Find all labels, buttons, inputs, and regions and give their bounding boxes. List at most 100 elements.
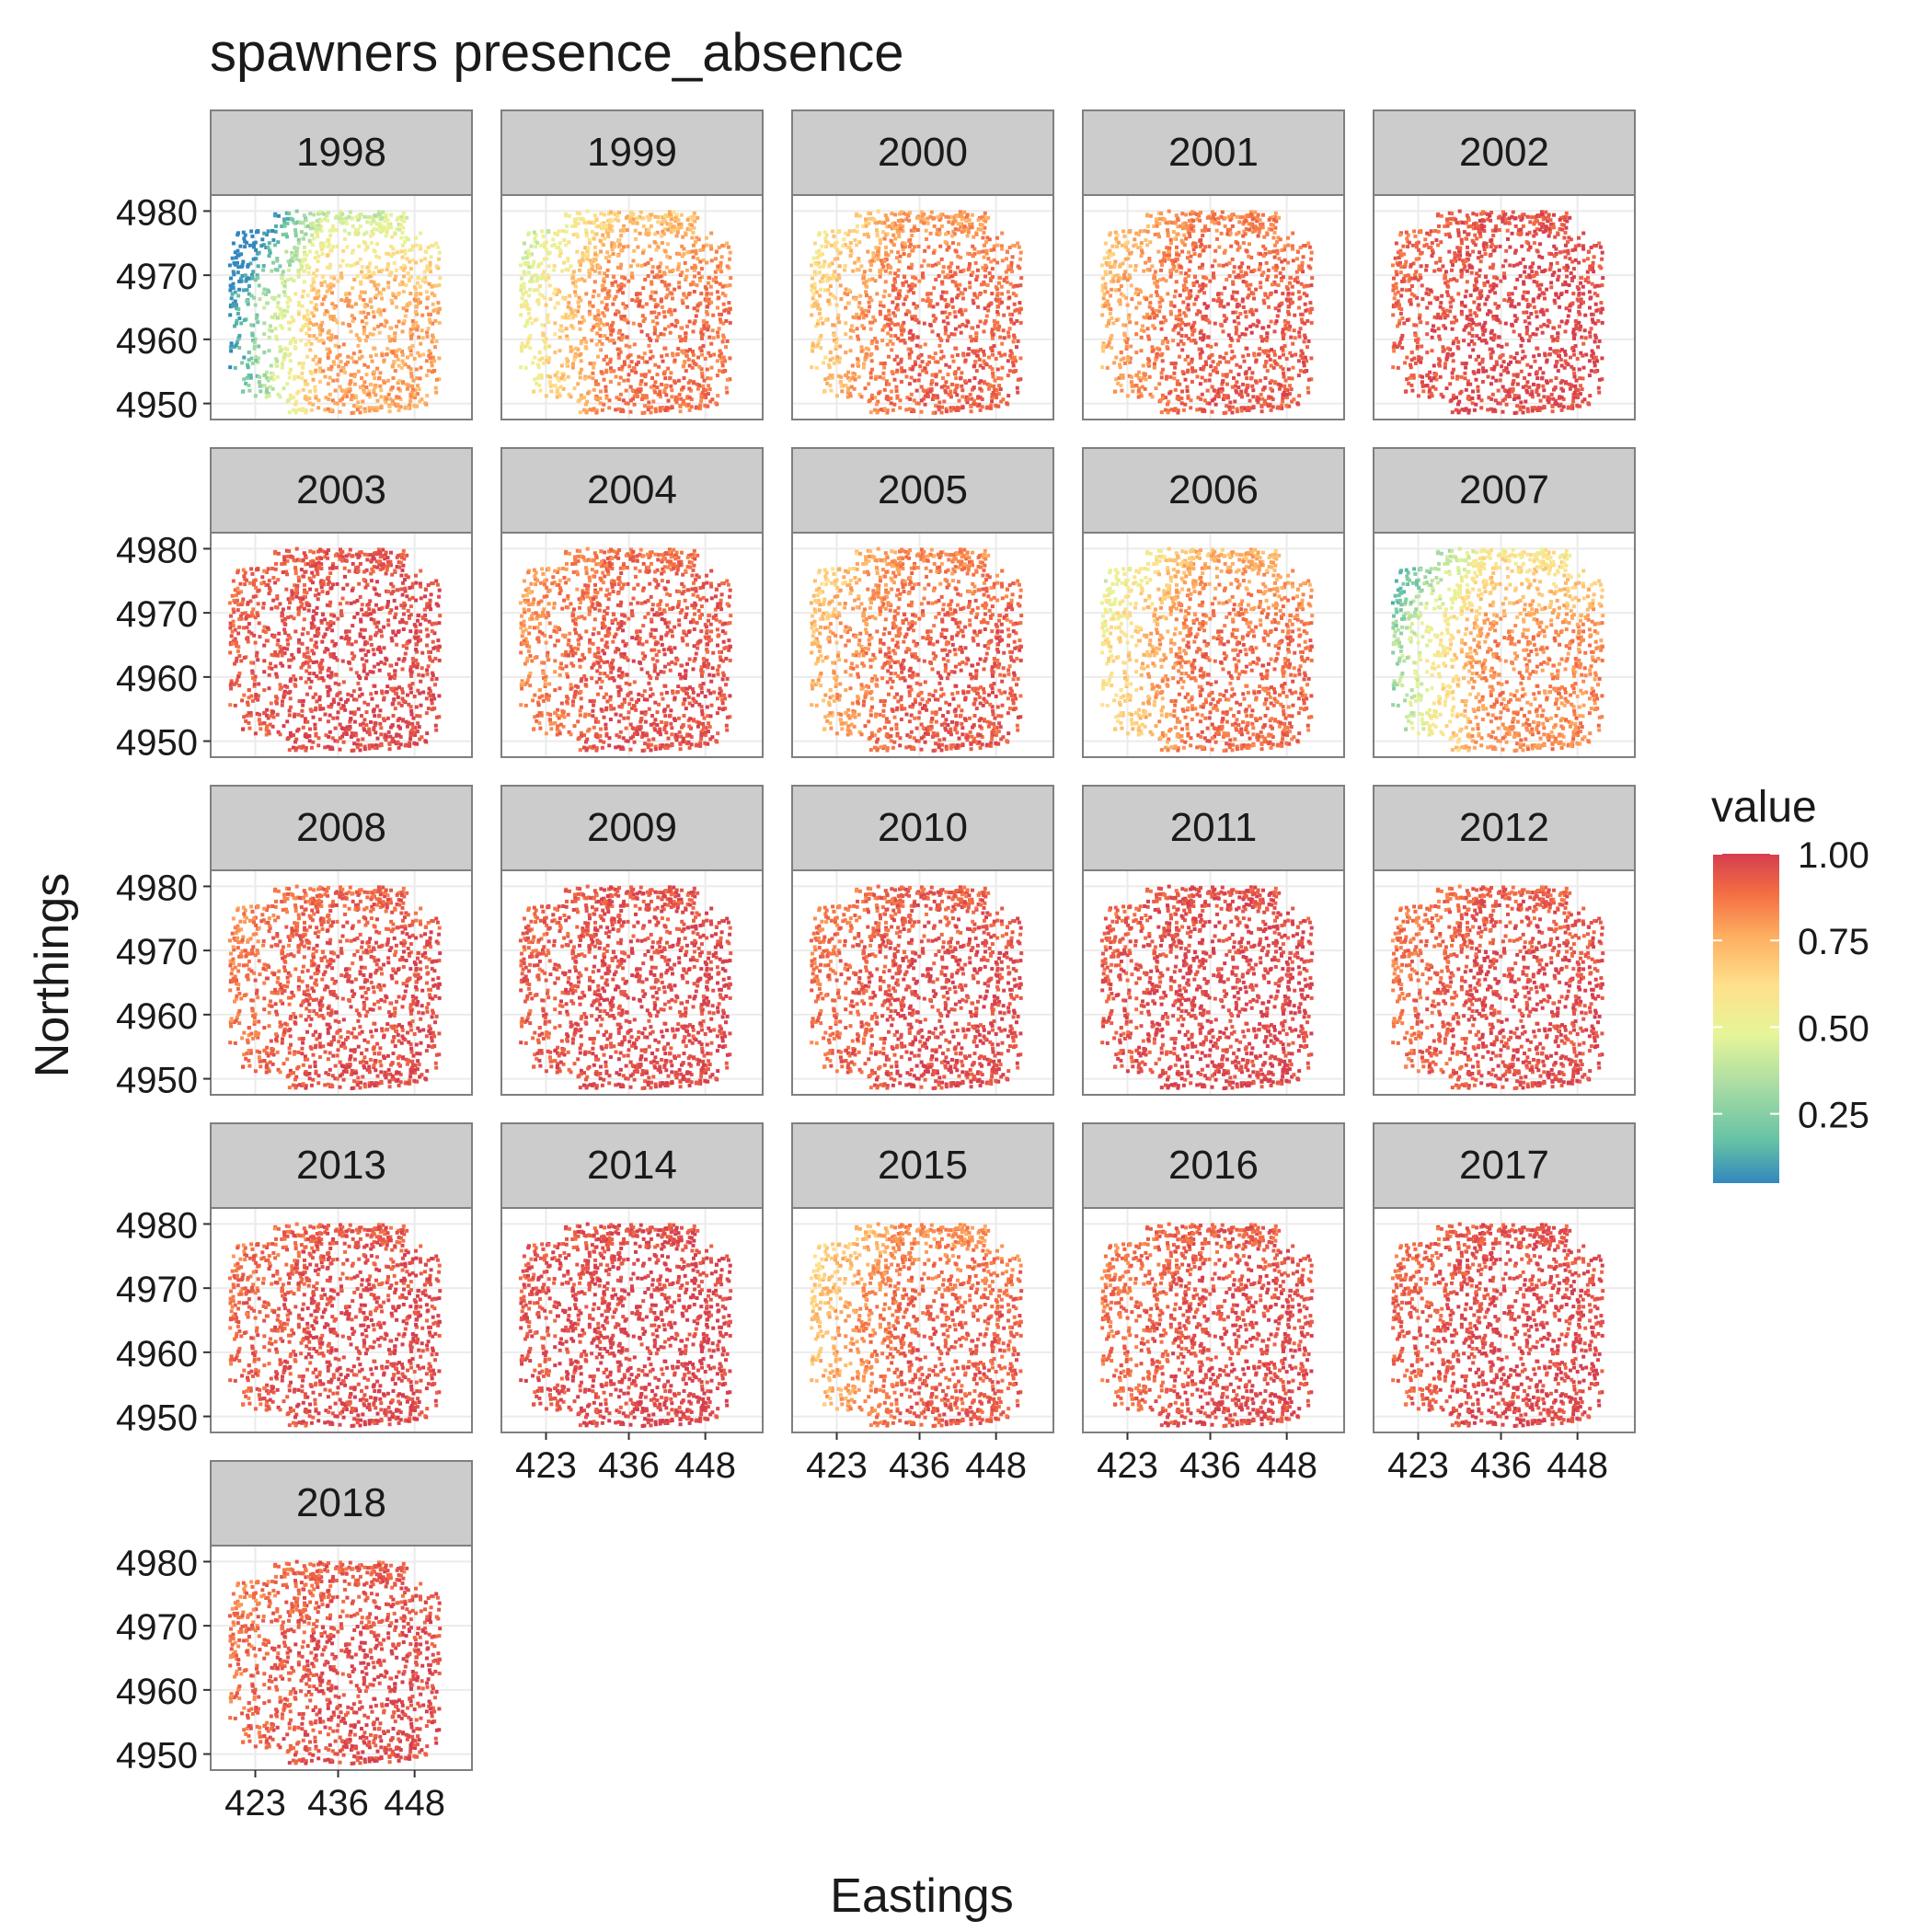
- data-point: [621, 291, 625, 295]
- data-point: [384, 234, 388, 238]
- data-point: [974, 335, 979, 339]
- data-point: [626, 378, 630, 383]
- data-point: [816, 306, 821, 311]
- data-point: [384, 400, 388, 405]
- data-point: [367, 270, 372, 274]
- data-point: [276, 240, 281, 245]
- data-point: [986, 386, 991, 391]
- data-point: [261, 291, 266, 295]
- data-point: [339, 388, 344, 393]
- data-point: [237, 346, 242, 351]
- data-point: [431, 336, 435, 339]
- data-point: [609, 323, 614, 328]
- data-point: [355, 405, 360, 409]
- data-point: [1229, 213, 1234, 217]
- data-point: [399, 365, 404, 370]
- data-point: [1218, 360, 1222, 364]
- data-point: [418, 353, 422, 358]
- data-point: [914, 318, 919, 322]
- data-point: [535, 375, 540, 380]
- data-point: [638, 389, 642, 394]
- data-point: [1246, 352, 1250, 357]
- data-point: [656, 275, 661, 280]
- data-point: [404, 405, 408, 409]
- data-point: [575, 211, 580, 215]
- data-point: [1163, 408, 1167, 412]
- data-point: [1236, 316, 1240, 319]
- data-point: [1000, 259, 1005, 263]
- data-point: [1164, 396, 1167, 400]
- data-point: [876, 399, 880, 404]
- data-point: [315, 268, 319, 272]
- data-point: [600, 288, 604, 293]
- data-point: [1120, 388, 1124, 393]
- data-point: [1169, 362, 1174, 366]
- data-point: [294, 399, 299, 404]
- data-point: [1253, 210, 1258, 214]
- data-point: [1105, 365, 1110, 370]
- data-point: [1015, 345, 1018, 350]
- data-point: [832, 234, 836, 238]
- data-point: [1103, 282, 1108, 286]
- data-point: [234, 256, 238, 260]
- data-point: [699, 328, 704, 332]
- data-point: [640, 305, 645, 309]
- data-point: [1193, 369, 1198, 374]
- data-point: [687, 363, 692, 368]
- data-point: [582, 337, 587, 340]
- data-point: [1247, 287, 1251, 292]
- data-point: [974, 231, 979, 236]
- data-point: [857, 337, 861, 341]
- data-point: [919, 398, 924, 403]
- data-point: [604, 224, 608, 229]
- data-point: [635, 292, 639, 296]
- data-point: [395, 217, 399, 222]
- data-point: [375, 398, 380, 403]
- data-point: [1203, 315, 1208, 318]
- data-point: [969, 224, 973, 229]
- data-point: [1302, 244, 1306, 248]
- data-point: [267, 335, 271, 339]
- data-point: [397, 227, 402, 232]
- data-point: [901, 224, 905, 229]
- data-point: [352, 374, 357, 379]
- data-point: [720, 339, 725, 344]
- data-point: [311, 225, 316, 230]
- data-point: [573, 224, 578, 228]
- data-point: [1011, 292, 1016, 296]
- data-point: [1273, 211, 1278, 215]
- data-point: [946, 321, 950, 326]
- data-point: [1140, 248, 1144, 253]
- data-point: [652, 331, 657, 336]
- data-point: [1169, 408, 1174, 412]
- data-point: [863, 308, 868, 313]
- data-point: [381, 228, 385, 233]
- data-point: [956, 408, 960, 412]
- data-point: [300, 221, 305, 225]
- data-point: [962, 228, 967, 233]
- data-point: [1173, 289, 1178, 293]
- data-point: [302, 213, 306, 218]
- x-axis-title: Eastings: [830, 1869, 1013, 1923]
- data-point: [848, 328, 853, 332]
- data-point: [303, 252, 307, 257]
- data-point: [377, 224, 382, 229]
- data-point: [1250, 217, 1255, 222]
- data-point: [1107, 340, 1111, 345]
- data-point: [1173, 407, 1178, 411]
- data-point: [384, 213, 388, 217]
- data-point: [260, 237, 265, 242]
- data-point: [949, 299, 954, 304]
- data-point: [622, 283, 627, 288]
- data-point: [1121, 375, 1125, 380]
- data-point: [1265, 335, 1270, 339]
- data-point: [398, 223, 403, 227]
- data-point: [571, 326, 576, 330]
- data-point: [995, 236, 999, 240]
- data-point: [636, 263, 640, 268]
- data-point: [409, 390, 414, 395]
- data-point: [231, 282, 236, 286]
- data-point: [708, 399, 713, 404]
- data-point: [1224, 351, 1228, 356]
- data-point: [942, 399, 947, 404]
